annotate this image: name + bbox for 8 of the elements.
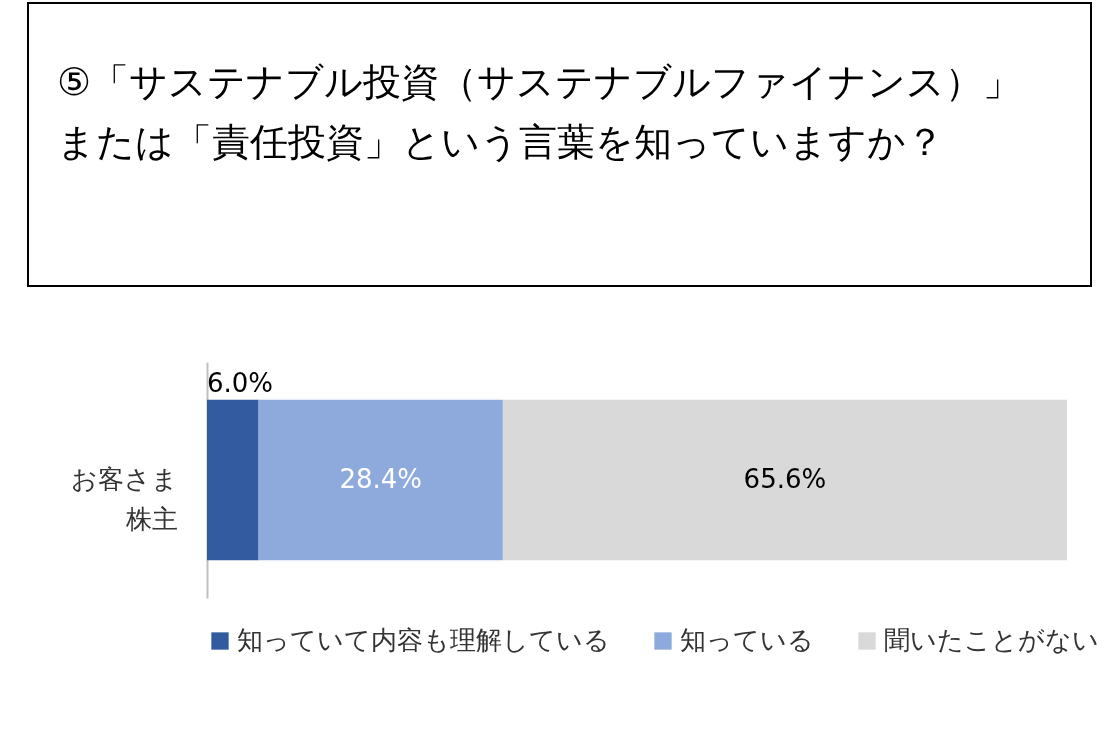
legend-label: 知っている: [680, 625, 814, 655]
chart-title: ⑤「サステナブル投資（サステナブルファイナンス）」または「責任投資」という言葉を知っていますか？: [56, 59, 1023, 166]
y-tick-label: お客さま株主: [70, 464, 178, 534]
data-label: 65.6%: [743, 464, 827, 494]
data-label: 6.0%: [207, 368, 274, 398]
legend-label: 知っていて内容も理解している: [237, 625, 610, 655]
data-label: 28.4%: [339, 464, 423, 494]
legend-label: 聞いたことがない: [884, 625, 1099, 655]
